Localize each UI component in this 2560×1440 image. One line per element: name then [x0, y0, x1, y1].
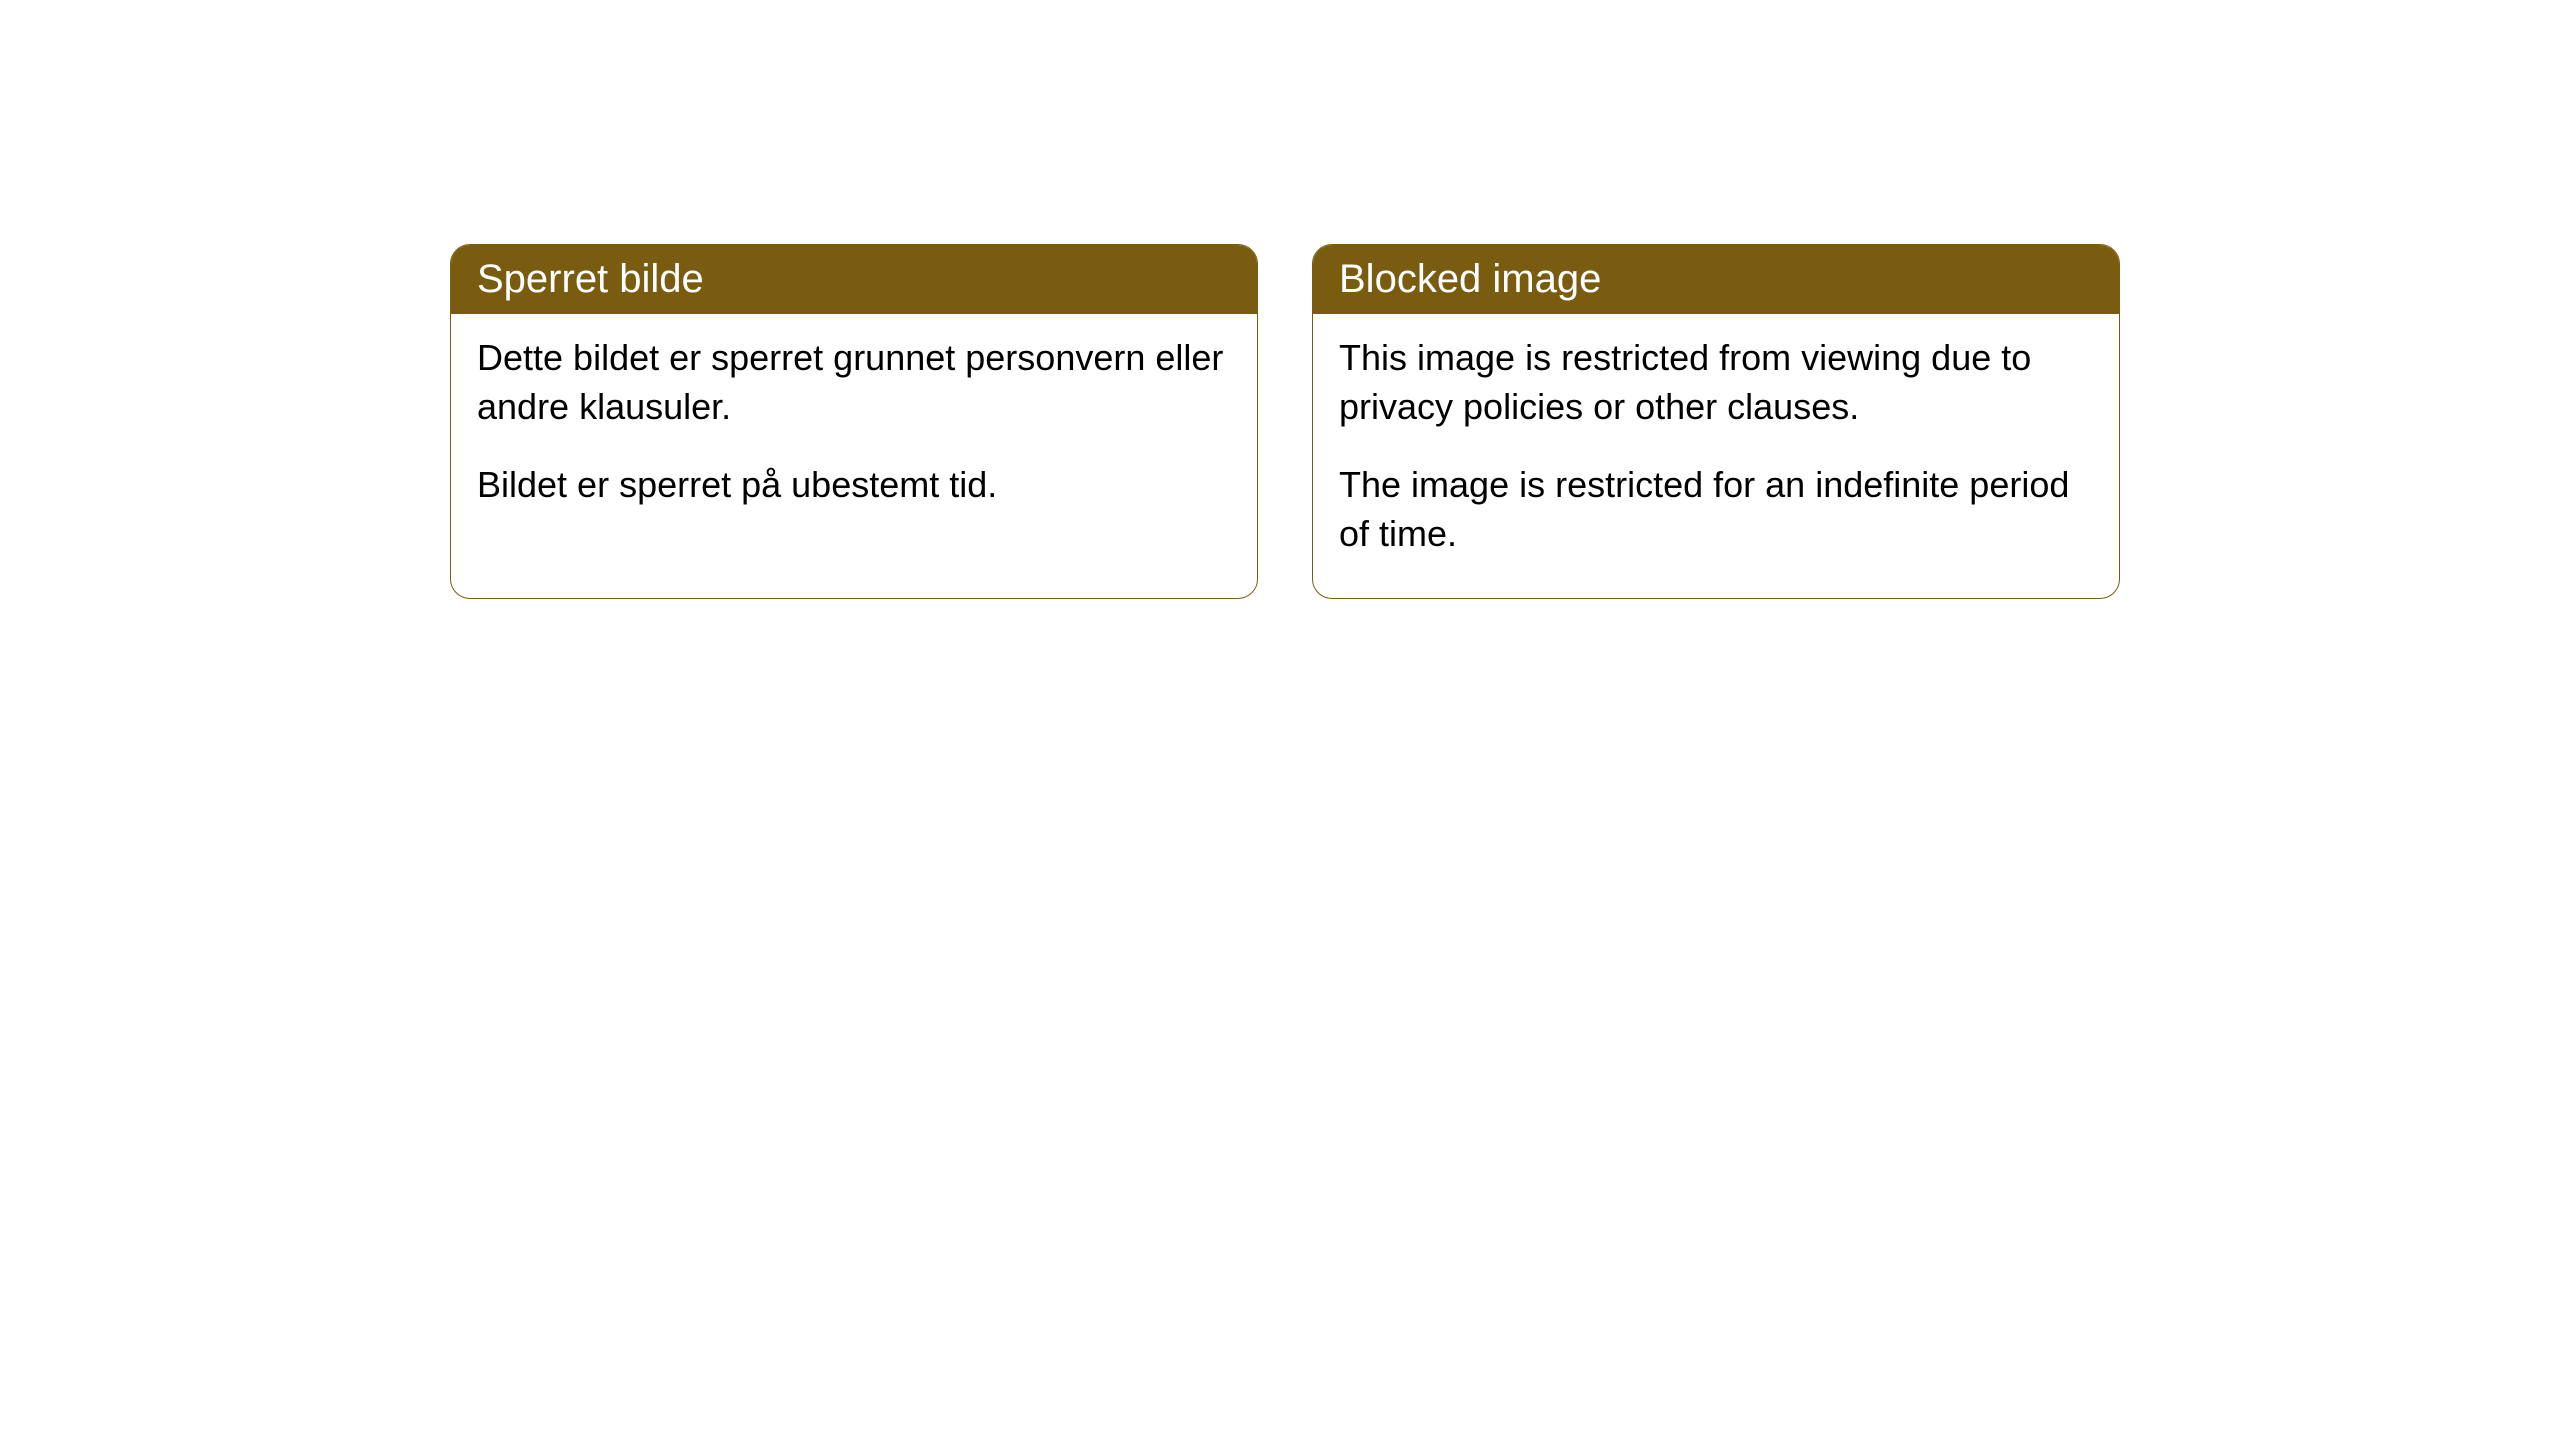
card-paragraph-2: Bildet er sperret på ubestemt tid. — [477, 461, 1231, 510]
card-title: Sperret bilde — [477, 257, 704, 301]
card-paragraph-2: The image is restricted for an indefinit… — [1339, 461, 2093, 558]
card-header-english: Blocked image — [1313, 245, 2119, 314]
card-body-norwegian: Dette bildet er sperret grunnet personve… — [451, 314, 1257, 550]
blocked-image-card-norwegian: Sperret bilde Dette bildet er sperret gr… — [450, 244, 1258, 599]
notice-cards-container: Sperret bilde Dette bildet er sperret gr… — [450, 244, 2120, 599]
card-paragraph-1: This image is restricted from viewing du… — [1339, 334, 2093, 431]
card-header-norwegian: Sperret bilde — [451, 245, 1257, 314]
card-body-english: This image is restricted from viewing du… — [1313, 314, 2119, 598]
card-paragraph-1: Dette bildet er sperret grunnet personve… — [477, 334, 1231, 431]
card-title: Blocked image — [1339, 257, 1601, 301]
blocked-image-card-english: Blocked image This image is restricted f… — [1312, 244, 2120, 599]
